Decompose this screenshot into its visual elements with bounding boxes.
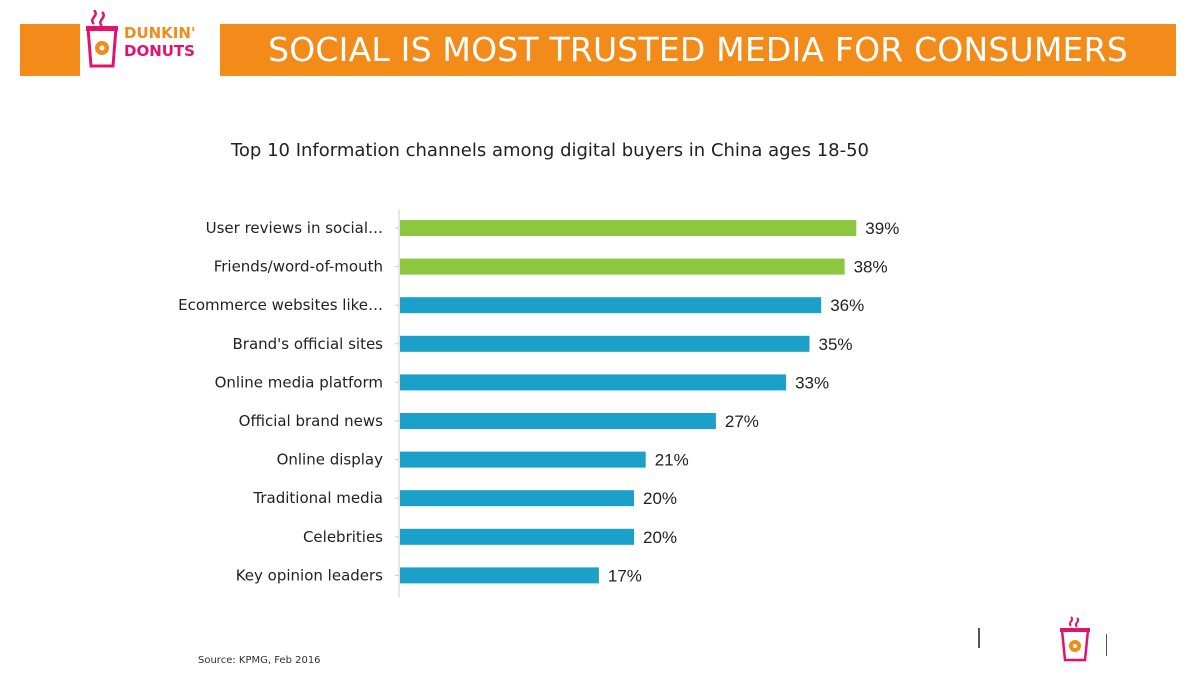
bar [400, 413, 716, 429]
bar [400, 567, 599, 584]
bar [400, 490, 634, 507]
category-label: Official brand news [239, 412, 384, 430]
header-accent-block [20, 24, 80, 76]
logo-word-dunkin: DUNKIN' [124, 24, 196, 42]
category-label: Key opinion leaders [236, 566, 383, 584]
data-label: 20% [643, 489, 677, 508]
category-label: Ecommerce websites like… [178, 296, 383, 314]
data-label: 38% [854, 258, 888, 277]
footer-cup-icon [1057, 616, 1095, 662]
footer-divider [978, 628, 980, 648]
data-label: 27% [725, 412, 759, 431]
bar [400, 258, 845, 275]
bar [400, 297, 822, 314]
header-bar: SOCIAL IS MOST TRUSTED MEDIA FOR CONSUME… [220, 24, 1176, 76]
category-label: User reviews in social… [206, 219, 383, 237]
source-note: Source: KPMG, Feb 2016 [198, 655, 321, 666]
data-label: 17% [608, 566, 642, 585]
bar [400, 528, 634, 545]
bar [400, 451, 646, 468]
footer-divider-right [1106, 634, 1107, 656]
category-label: Online media platform [215, 373, 383, 391]
data-label: 33% [795, 373, 829, 392]
data-label: 20% [643, 528, 677, 547]
category-label: Celebrities [303, 528, 383, 546]
dunkin-donuts-logo: DUNKIN' DONUTS [84, 9, 214, 76]
data-label: 21% [655, 451, 689, 470]
chart-title: Top 10 Information channels among digita… [230, 140, 870, 161]
data-label: 35% [819, 335, 853, 354]
dunkin-donuts-logo-graphic: DUNKIN' DONUTS [86, 9, 196, 68]
bar [400, 335, 810, 352]
page-title: SOCIAL IS MOST TRUSTED MEDIA FOR CONSUME… [268, 30, 1128, 69]
bar [400, 374, 787, 391]
category-label: Traditional media [252, 489, 383, 507]
bar [400, 220, 857, 236]
category-label: Online display [277, 451, 384, 469]
data-label: 39% [865, 219, 899, 238]
data-label: 36% [830, 296, 864, 315]
category-label: Friends/word-of-mouth [214, 258, 383, 276]
category-label: Brand's official sites [232, 335, 383, 353]
logo-word-donuts: DONUTS [124, 42, 195, 60]
bar-chart: User reviews in social… 39% Friends/word-o… [178, 210, 899, 598]
